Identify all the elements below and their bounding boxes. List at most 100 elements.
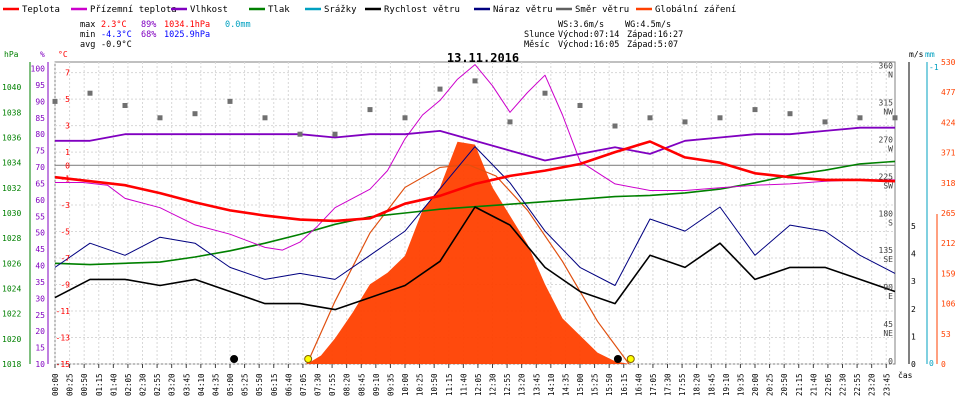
stats-sunset: Západ:16:27 [627, 30, 683, 40]
axis-temp-tick: 3 [65, 122, 70, 131]
axis-x-tick: 10:25 [416, 373, 425, 396]
axis-hpa-tick: 1026 [2, 259, 21, 268]
axis-x-tick: 20:00 [751, 373, 760, 396]
axis-rad-tick: 53 [941, 330, 951, 339]
wind-dir-point [577, 103, 583, 108]
axis-dir-tick: 45 [883, 320, 893, 329]
stats-max-label: max [80, 20, 95, 30]
axis-x-tick: 10:00 [401, 373, 410, 396]
axis-x-tick: 11:15 [445, 373, 454, 396]
axis-x-tick: 00:50 [80, 373, 89, 396]
axis-hum-tick: 50 [35, 229, 45, 238]
axis-rain-tick: 0 [929, 359, 934, 368]
wind-dir-point [122, 103, 128, 108]
axis-x-tick: 01:15 [95, 373, 104, 396]
legend-label: Srážky [324, 5, 357, 15]
axis-dir-tick: 0 [888, 357, 893, 366]
stats-avg-temp: -0.9°C [101, 40, 132, 50]
stats-max-temp: 2.3°C [101, 20, 127, 30]
axis-dir-tick: 270 [879, 135, 894, 144]
axis-x-tick: 07:05 [299, 373, 308, 396]
stats-moonrise: Východ:16:05 [558, 40, 619, 50]
legend-label: Rychlost větru [384, 5, 460, 15]
axis-x-tick: 23:20 [868, 373, 877, 396]
axis-x-tick: 14:35 [561, 373, 570, 396]
wind-dir-point [402, 115, 408, 121]
axis-dir-tick: 315 [879, 98, 894, 107]
stats-sunrise: Východ:07:14 [558, 30, 619, 40]
wind-dir-point [472, 78, 478, 84]
stats-max-rain: 0.0mm [225, 20, 251, 30]
axis-wind-tick: 1 [911, 332, 916, 341]
axis-hum-tick: 15 [35, 344, 45, 353]
axis-hpa-tick: 1020 [2, 335, 21, 344]
wind-dir-point [612, 123, 618, 129]
axis-temp-tick: -1 [60, 175, 70, 184]
stats-min-press: 1025.9hPa [164, 30, 210, 40]
stats-sun-label: Slunce [524, 30, 555, 40]
axis-x-tick: 00:00 [51, 373, 60, 396]
axis-wind-tick: 4 [911, 250, 916, 259]
wind-dir-point [227, 98, 233, 104]
axis-x-tick: 14:10 [547, 373, 556, 396]
axis-rad-tick: 212 [941, 239, 956, 248]
chart-title: 13.11.2016 [447, 51, 519, 65]
axis-hum-tick: 60 [35, 196, 45, 205]
radiation-theoretical [306, 163, 630, 365]
axis-x-tick: 13:20 [518, 373, 527, 396]
axis-x-tick: 21:15 [795, 373, 804, 396]
axis-hpa-tick: 1038 [2, 108, 21, 117]
axis-x-tick: 22:05 [824, 373, 833, 396]
axis-temp-tick: -11 [56, 307, 71, 316]
axis-rad-tick: 530 [941, 58, 956, 67]
axis-hpa-label: hPa [4, 50, 19, 59]
axis-x-tick: 02:05 [124, 373, 133, 396]
axis-x-tick: 06:40 [284, 373, 293, 396]
axis-x-tick: 04:10 [197, 373, 206, 396]
stats-max-press: 1034.1hPa [164, 20, 210, 30]
axis-rad-tick: 159 [941, 269, 956, 278]
series-wind-gust [54, 146, 896, 286]
axis-hum-tick: 95 [35, 81, 45, 90]
wind-dir-point [752, 107, 758, 113]
wind-dir-point [332, 131, 338, 137]
axis-dir-compass: N [888, 71, 893, 80]
axis-hum-tick: 30 [35, 294, 45, 303]
axis-hpa-tick: 1034 [2, 159, 21, 168]
wind-dir-point [857, 115, 863, 121]
stats-wg: WG:4.5m/s [625, 20, 671, 30]
axis-x-tick: 08:45 [357, 373, 366, 396]
axis-temp-tick: -5 [60, 228, 70, 237]
axis-hum-tick: 35 [35, 278, 45, 287]
wind-dir-point [822, 119, 828, 125]
wind-dir-point [192, 111, 198, 117]
axis-rad-tick: 265 [941, 209, 956, 218]
axis-temp-tick: -15 [56, 360, 71, 369]
axis-dir-compass: SE [883, 255, 893, 264]
axis-dir-tick: 90 [883, 283, 893, 292]
axis-temp-tick: 5 [65, 95, 70, 104]
wind-dir-point [297, 131, 303, 137]
axis-temp-tick: -13 [56, 334, 71, 343]
legend-label: Směr větru [575, 5, 629, 15]
stats-min-hum: 68% [141, 30, 156, 40]
stats-avg-label: avg [80, 40, 95, 50]
axis-hpa-tick: 1022 [2, 310, 21, 319]
axis-hum-tick: 10 [35, 360, 45, 369]
wind-dir-point [87, 90, 93, 96]
axis-temp-tick: 1 [65, 148, 70, 157]
axis-hum-tick: 90 [35, 97, 45, 106]
axis-rad-tick: 318 [941, 179, 956, 188]
axis-rad-tick: 106 [941, 300, 956, 309]
wind-dir-point [52, 98, 58, 104]
axes: hPa% °C1018102010221024102610281030103210… [2, 50, 956, 396]
series-wind-speed [54, 206, 896, 311]
axis-x-tick: 22:55 [853, 373, 862, 396]
legend-label: Vlhkost [190, 5, 228, 15]
axis-dir-tick: 135 [879, 246, 894, 255]
axis-x-tick: 00:25 [66, 373, 75, 396]
axis-hpa-tick: 1040 [2, 83, 21, 92]
sun-moon-markers [230, 355, 635, 363]
stats-moonset: Západ:5:07 [627, 40, 678, 50]
